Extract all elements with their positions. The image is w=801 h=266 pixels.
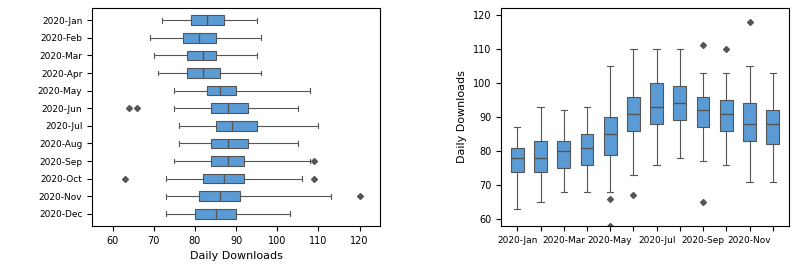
PathPatch shape	[743, 103, 756, 141]
PathPatch shape	[211, 156, 244, 166]
PathPatch shape	[697, 97, 710, 127]
PathPatch shape	[183, 33, 215, 43]
PathPatch shape	[557, 141, 570, 168]
PathPatch shape	[581, 134, 594, 165]
PathPatch shape	[215, 121, 256, 131]
PathPatch shape	[199, 191, 240, 201]
PathPatch shape	[674, 86, 686, 120]
PathPatch shape	[207, 86, 236, 95]
PathPatch shape	[511, 148, 524, 172]
PathPatch shape	[767, 110, 779, 144]
PathPatch shape	[211, 139, 248, 148]
PathPatch shape	[627, 97, 640, 131]
X-axis label: Daily Downloads: Daily Downloads	[190, 251, 283, 261]
PathPatch shape	[720, 100, 733, 131]
PathPatch shape	[604, 117, 617, 155]
PathPatch shape	[534, 141, 547, 172]
PathPatch shape	[191, 15, 223, 25]
PathPatch shape	[203, 174, 244, 184]
Y-axis label: Daily Downloads: Daily Downloads	[457, 70, 467, 164]
PathPatch shape	[195, 209, 236, 219]
PathPatch shape	[187, 68, 219, 78]
PathPatch shape	[650, 83, 663, 124]
PathPatch shape	[187, 51, 215, 60]
PathPatch shape	[211, 103, 248, 113]
